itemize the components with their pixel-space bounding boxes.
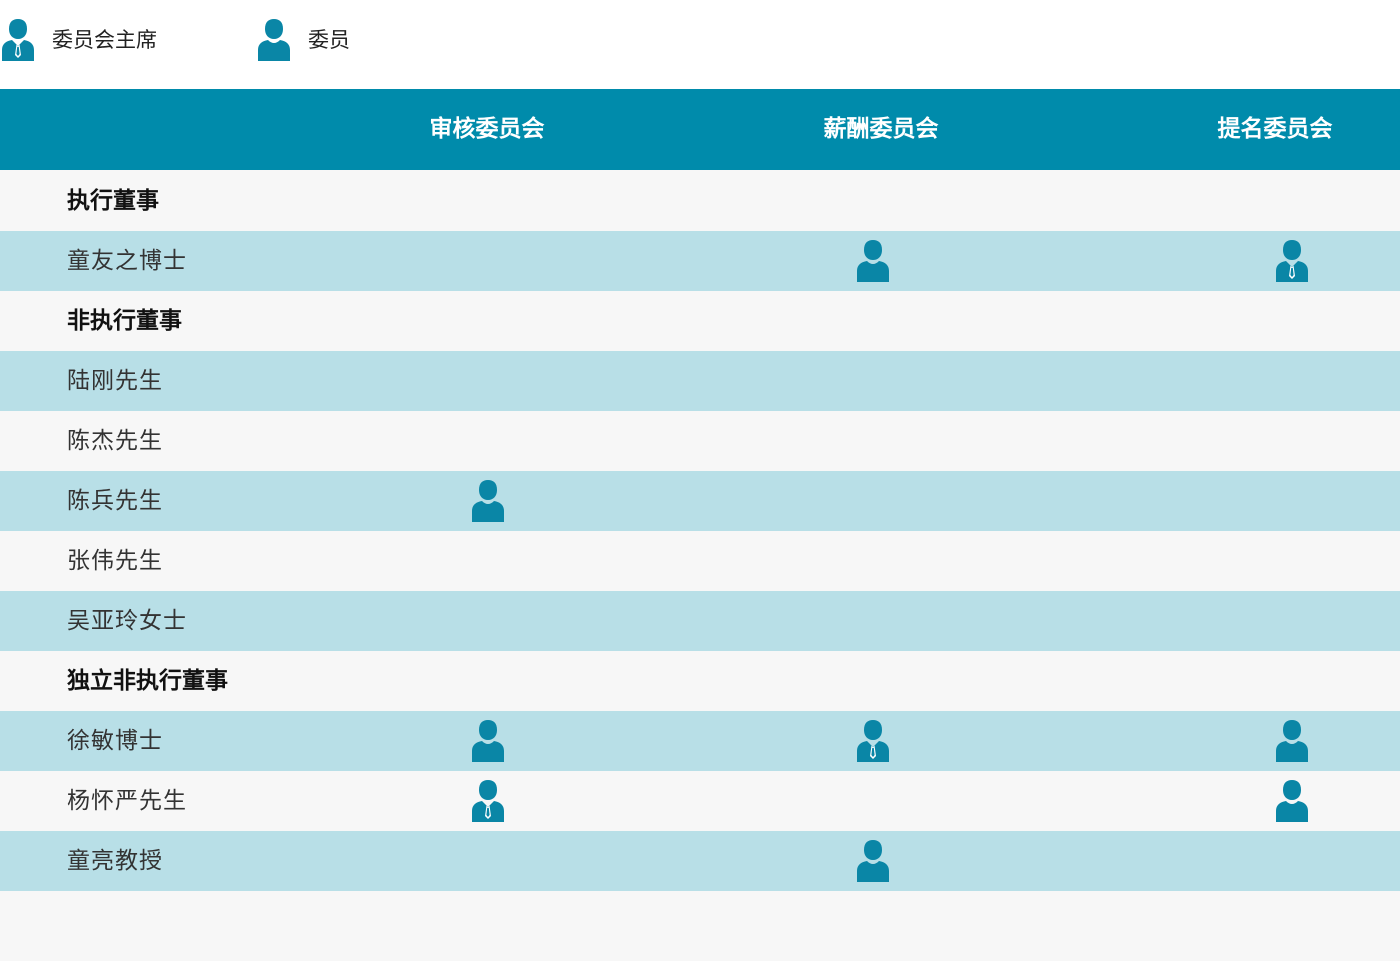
director-row: 张伟先生 (0, 531, 1400, 591)
director-name: 陈兵先生 (67, 488, 163, 514)
director-row: 吴亚玲女士 (0, 591, 1400, 651)
table-header: 审核委员会 薪酬委员会 提名委员会 (0, 89, 1400, 170)
section-label: 非执行董事 (67, 308, 182, 334)
committee-member-icon (855, 840, 891, 882)
director-name: 陆刚先生 (67, 368, 163, 394)
committee-member-icon (470, 480, 506, 522)
committee-member-icon (256, 19, 292, 61)
director-row: 杨怀严先生 (0, 771, 1400, 831)
director-name: 童亮教授 (67, 848, 163, 874)
director-row: 陈杰先生 (0, 411, 1400, 471)
legend-chair: 委员会主席 (0, 18, 157, 62)
section-row: 执行董事 (0, 171, 1400, 231)
legend-member-label: 委员 (308, 28, 350, 52)
director-name: 吴亚玲女士 (67, 608, 187, 634)
director-table: 执行董事童友之博士非执行董事陆刚先生陈杰先生陈兵先生张伟先生吴亚玲女士独立非执行… (0, 171, 1400, 891)
director-row: 童友之博士 (0, 231, 1400, 291)
director-name: 杨怀严先生 (67, 788, 187, 814)
committee-chair-icon (855, 720, 891, 762)
legend-chair-label: 委员会主席 (52, 28, 157, 52)
director-name: 张伟先生 (67, 548, 163, 574)
director-row: 徐敏博士 (0, 711, 1400, 771)
director-row: 童亮教授 (0, 831, 1400, 891)
column-header-remuneration-committee: 薪酬委员会 (823, 116, 939, 142)
director-name: 陈杰先生 (67, 428, 163, 454)
director-name: 徐敏博士 (67, 728, 163, 754)
section-row: 独立非执行董事 (0, 651, 1400, 711)
section-label: 执行董事 (67, 188, 159, 214)
committee-member-icon (1274, 720, 1310, 762)
section-row: 非执行董事 (0, 291, 1400, 351)
legend: 委员会主席 委员 (0, 0, 1400, 89)
committee-member-icon (470, 720, 506, 762)
director-row: 陆刚先生 (0, 351, 1400, 411)
committee-member-icon (1274, 780, 1310, 822)
committee-chair-icon (0, 19, 36, 61)
legend-member: 委员 (256, 18, 350, 62)
section-label: 独立非执行董事 (67, 668, 228, 694)
column-header-nomination-committee: 提名委员会 (1217, 116, 1333, 142)
committee-chair-icon (470, 780, 506, 822)
column-header-audit-committee: 审核委员会 (429, 116, 545, 142)
committee-chair-icon (1274, 240, 1310, 282)
committee-member-icon (855, 240, 891, 282)
director-row: 陈兵先生 (0, 471, 1400, 531)
director-name: 童友之博士 (67, 248, 187, 274)
